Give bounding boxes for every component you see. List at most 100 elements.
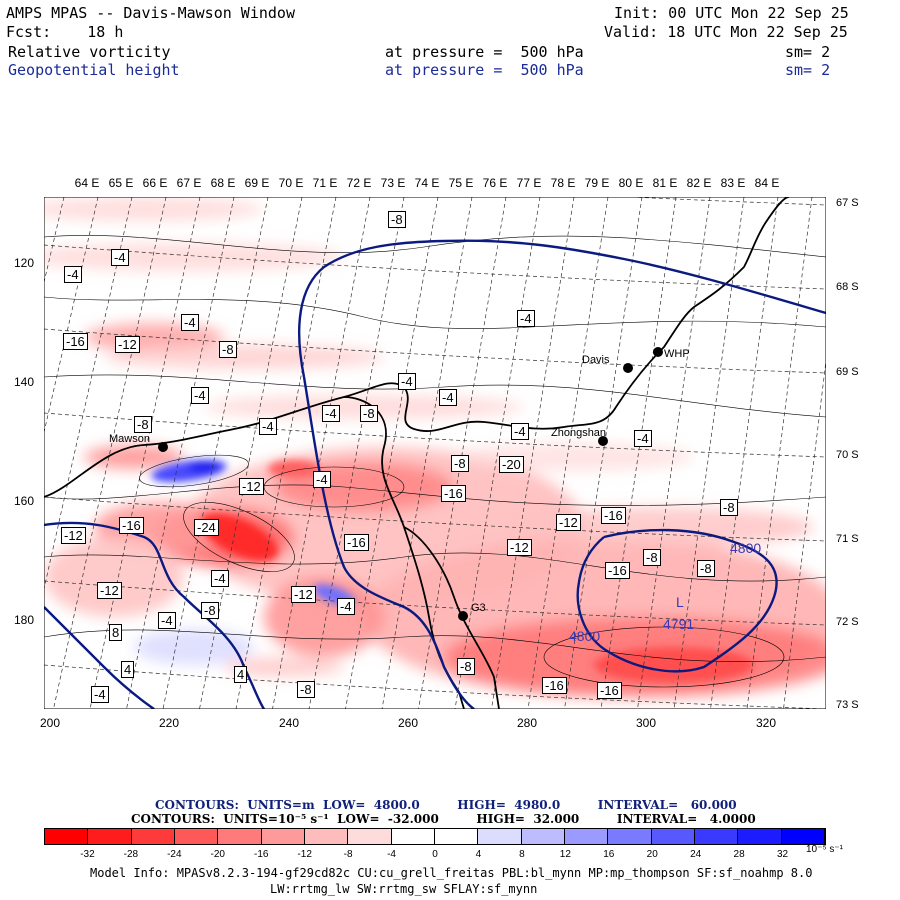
- contour-label: -4: [511, 423, 529, 440]
- contour-label: -16: [119, 517, 144, 534]
- lon-label: 82 E: [686, 176, 712, 190]
- contour-label: -16: [441, 485, 466, 502]
- meridian-line: [89, 197, 201, 709]
- field1-name: Relative vorticity: [8, 43, 171, 61]
- contour-label: -16: [542, 677, 567, 694]
- x-tick: 260: [397, 716, 419, 730]
- model-info-line1: Model Info: MPASv8.2.3-194-gf29cd82c CU:…: [90, 866, 813, 880]
- meridian-line: [710, 197, 779, 709]
- meridian-line: [162, 197, 269, 709]
- lon-label: 70 E: [278, 176, 304, 190]
- colorbar-tick: -12: [297, 849, 312, 860]
- lon-label: 67 E: [176, 176, 202, 190]
- contour-label: -20: [499, 456, 524, 473]
- meridian-line: [235, 197, 337, 709]
- contour-label: -12: [115, 336, 140, 353]
- x-tick: 200: [39, 716, 61, 730]
- forecast-hour: Fcst: 18 h: [6, 23, 124, 41]
- meridian-line: [491, 197, 575, 709]
- colorbar-swatch: [608, 829, 652, 844]
- contour-label: -8: [451, 455, 469, 472]
- contour-label: -16: [601, 507, 626, 524]
- lon-label: 81 E: [652, 176, 678, 190]
- contour-label: -8: [720, 499, 738, 516]
- colorbar-swatch: [261, 829, 305, 844]
- contour-label: -12: [291, 586, 316, 603]
- contour-label: -8: [297, 681, 315, 698]
- vorticity-contours: [44, 235, 826, 688]
- contour-label: 4: [121, 661, 135, 678]
- station-marker: [458, 611, 468, 621]
- lon-label: 69 E: [244, 176, 270, 190]
- colorbar-tick: 12: [559, 849, 571, 860]
- colorbar-tick: -4: [387, 849, 396, 860]
- contour-label: -12: [239, 478, 264, 495]
- y-tick: 160: [14, 494, 35, 508]
- lon-label: 66 E: [142, 176, 168, 190]
- field2-name: Geopotential height: [8, 61, 180, 79]
- field2-smooth: sm= 2: [785, 61, 831, 79]
- meridian-line: [527, 197, 609, 709]
- height-contour-label: 4791: [663, 616, 695, 632]
- station-marker: [598, 436, 608, 446]
- contour-label: -8: [697, 560, 715, 577]
- contour-label: 8: [109, 624, 123, 641]
- map-panel: [44, 197, 826, 709]
- lon-label: 83 E: [720, 176, 746, 190]
- low-marker: L: [676, 594, 684, 610]
- contour-label: -16: [63, 333, 88, 350]
- y-tick: 120: [14, 256, 35, 270]
- height-contour-info: CONTOURS: UNITS=m LOW= 4800.0 HIGH= 4980…: [155, 798, 737, 812]
- station-label: G3: [471, 602, 486, 614]
- meridian-line: [308, 197, 405, 709]
- station-label: Davis: [582, 354, 610, 366]
- meridian-line: [199, 197, 303, 709]
- contour-label: -12: [97, 582, 122, 599]
- meridian-line: [564, 197, 643, 709]
- colorbar-tick: 20: [646, 849, 658, 860]
- parallel-line: [44, 496, 826, 542]
- contour-label: -4: [211, 570, 229, 587]
- lat-label: 69 S: [836, 366, 859, 378]
- height-contour-label: 4800: [569, 628, 601, 644]
- colorbar-swatch: [88, 829, 132, 844]
- lat-label: 67 S: [836, 197, 859, 209]
- contour-label: -8: [201, 602, 219, 619]
- meridian-line: [53, 197, 167, 709]
- y-tick: 180: [14, 613, 35, 627]
- lon-label: 76 E: [482, 176, 508, 190]
- height-contour-label: 4800: [730, 540, 762, 556]
- colorbar-tick: 24: [690, 849, 702, 860]
- colorbar-swatch: [651, 829, 695, 844]
- field2-level: at pressure = 500 hPa: [385, 61, 584, 79]
- station-marker: [623, 363, 633, 373]
- valid-time: Valid: 18 UTC Mon 22 Sep 25: [604, 23, 848, 41]
- colorbar-units: 10⁻⁵ s⁻¹: [806, 844, 843, 855]
- lon-label: 80 E: [618, 176, 644, 190]
- lat-label: 70 S: [836, 449, 859, 461]
- contour-label: -16: [597, 682, 622, 699]
- colorbar-swatch: [738, 829, 782, 844]
- contour-label: -4: [181, 314, 199, 331]
- contour-label: -4: [517, 310, 535, 327]
- parallel-line: [44, 328, 826, 374]
- lon-label: 75 E: [448, 176, 474, 190]
- station-label: WHP: [664, 348, 690, 360]
- colorbar-swatch: [348, 829, 392, 844]
- x-tick: 320: [755, 716, 777, 730]
- field1-smooth: sm= 2: [785, 43, 831, 61]
- meridian-line: [381, 197, 473, 709]
- parallel-line: [44, 412, 826, 458]
- meridian-line: [345, 197, 439, 709]
- meridian-line: [454, 197, 541, 709]
- colorbar-swatch: [174, 829, 219, 844]
- lat-label: 72 S: [836, 616, 859, 628]
- colorbar-swatch: [694, 829, 739, 844]
- lat-label: 71 S: [836, 533, 859, 545]
- contour-label: -12: [507, 539, 532, 556]
- colorbar-swatch: [781, 829, 825, 844]
- parallel-line: [44, 664, 826, 709]
- y-tick: 140: [14, 375, 35, 389]
- contour-label: -4: [111, 249, 129, 266]
- contour-label: -4: [191, 387, 209, 404]
